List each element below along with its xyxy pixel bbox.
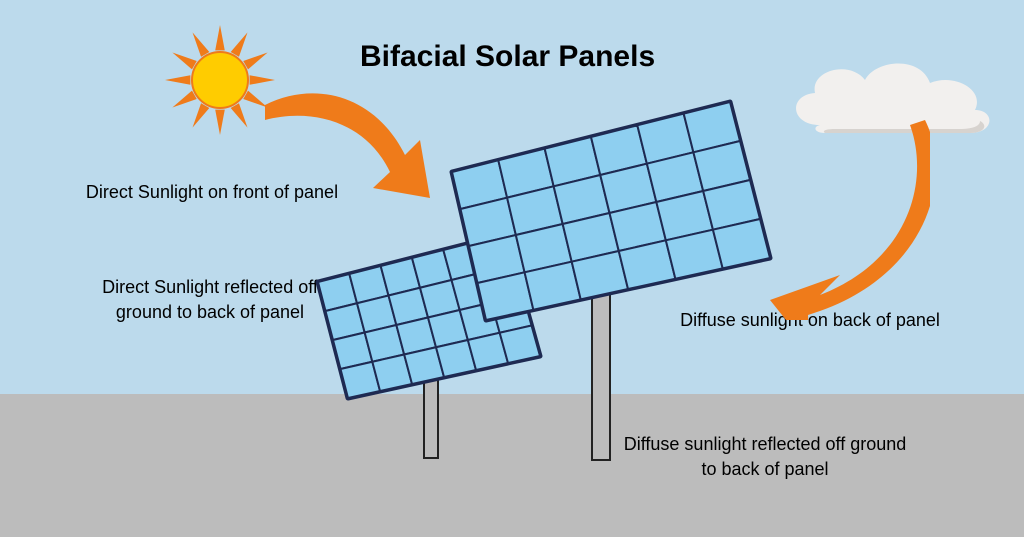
solar-panel-front [0,0,1024,537]
